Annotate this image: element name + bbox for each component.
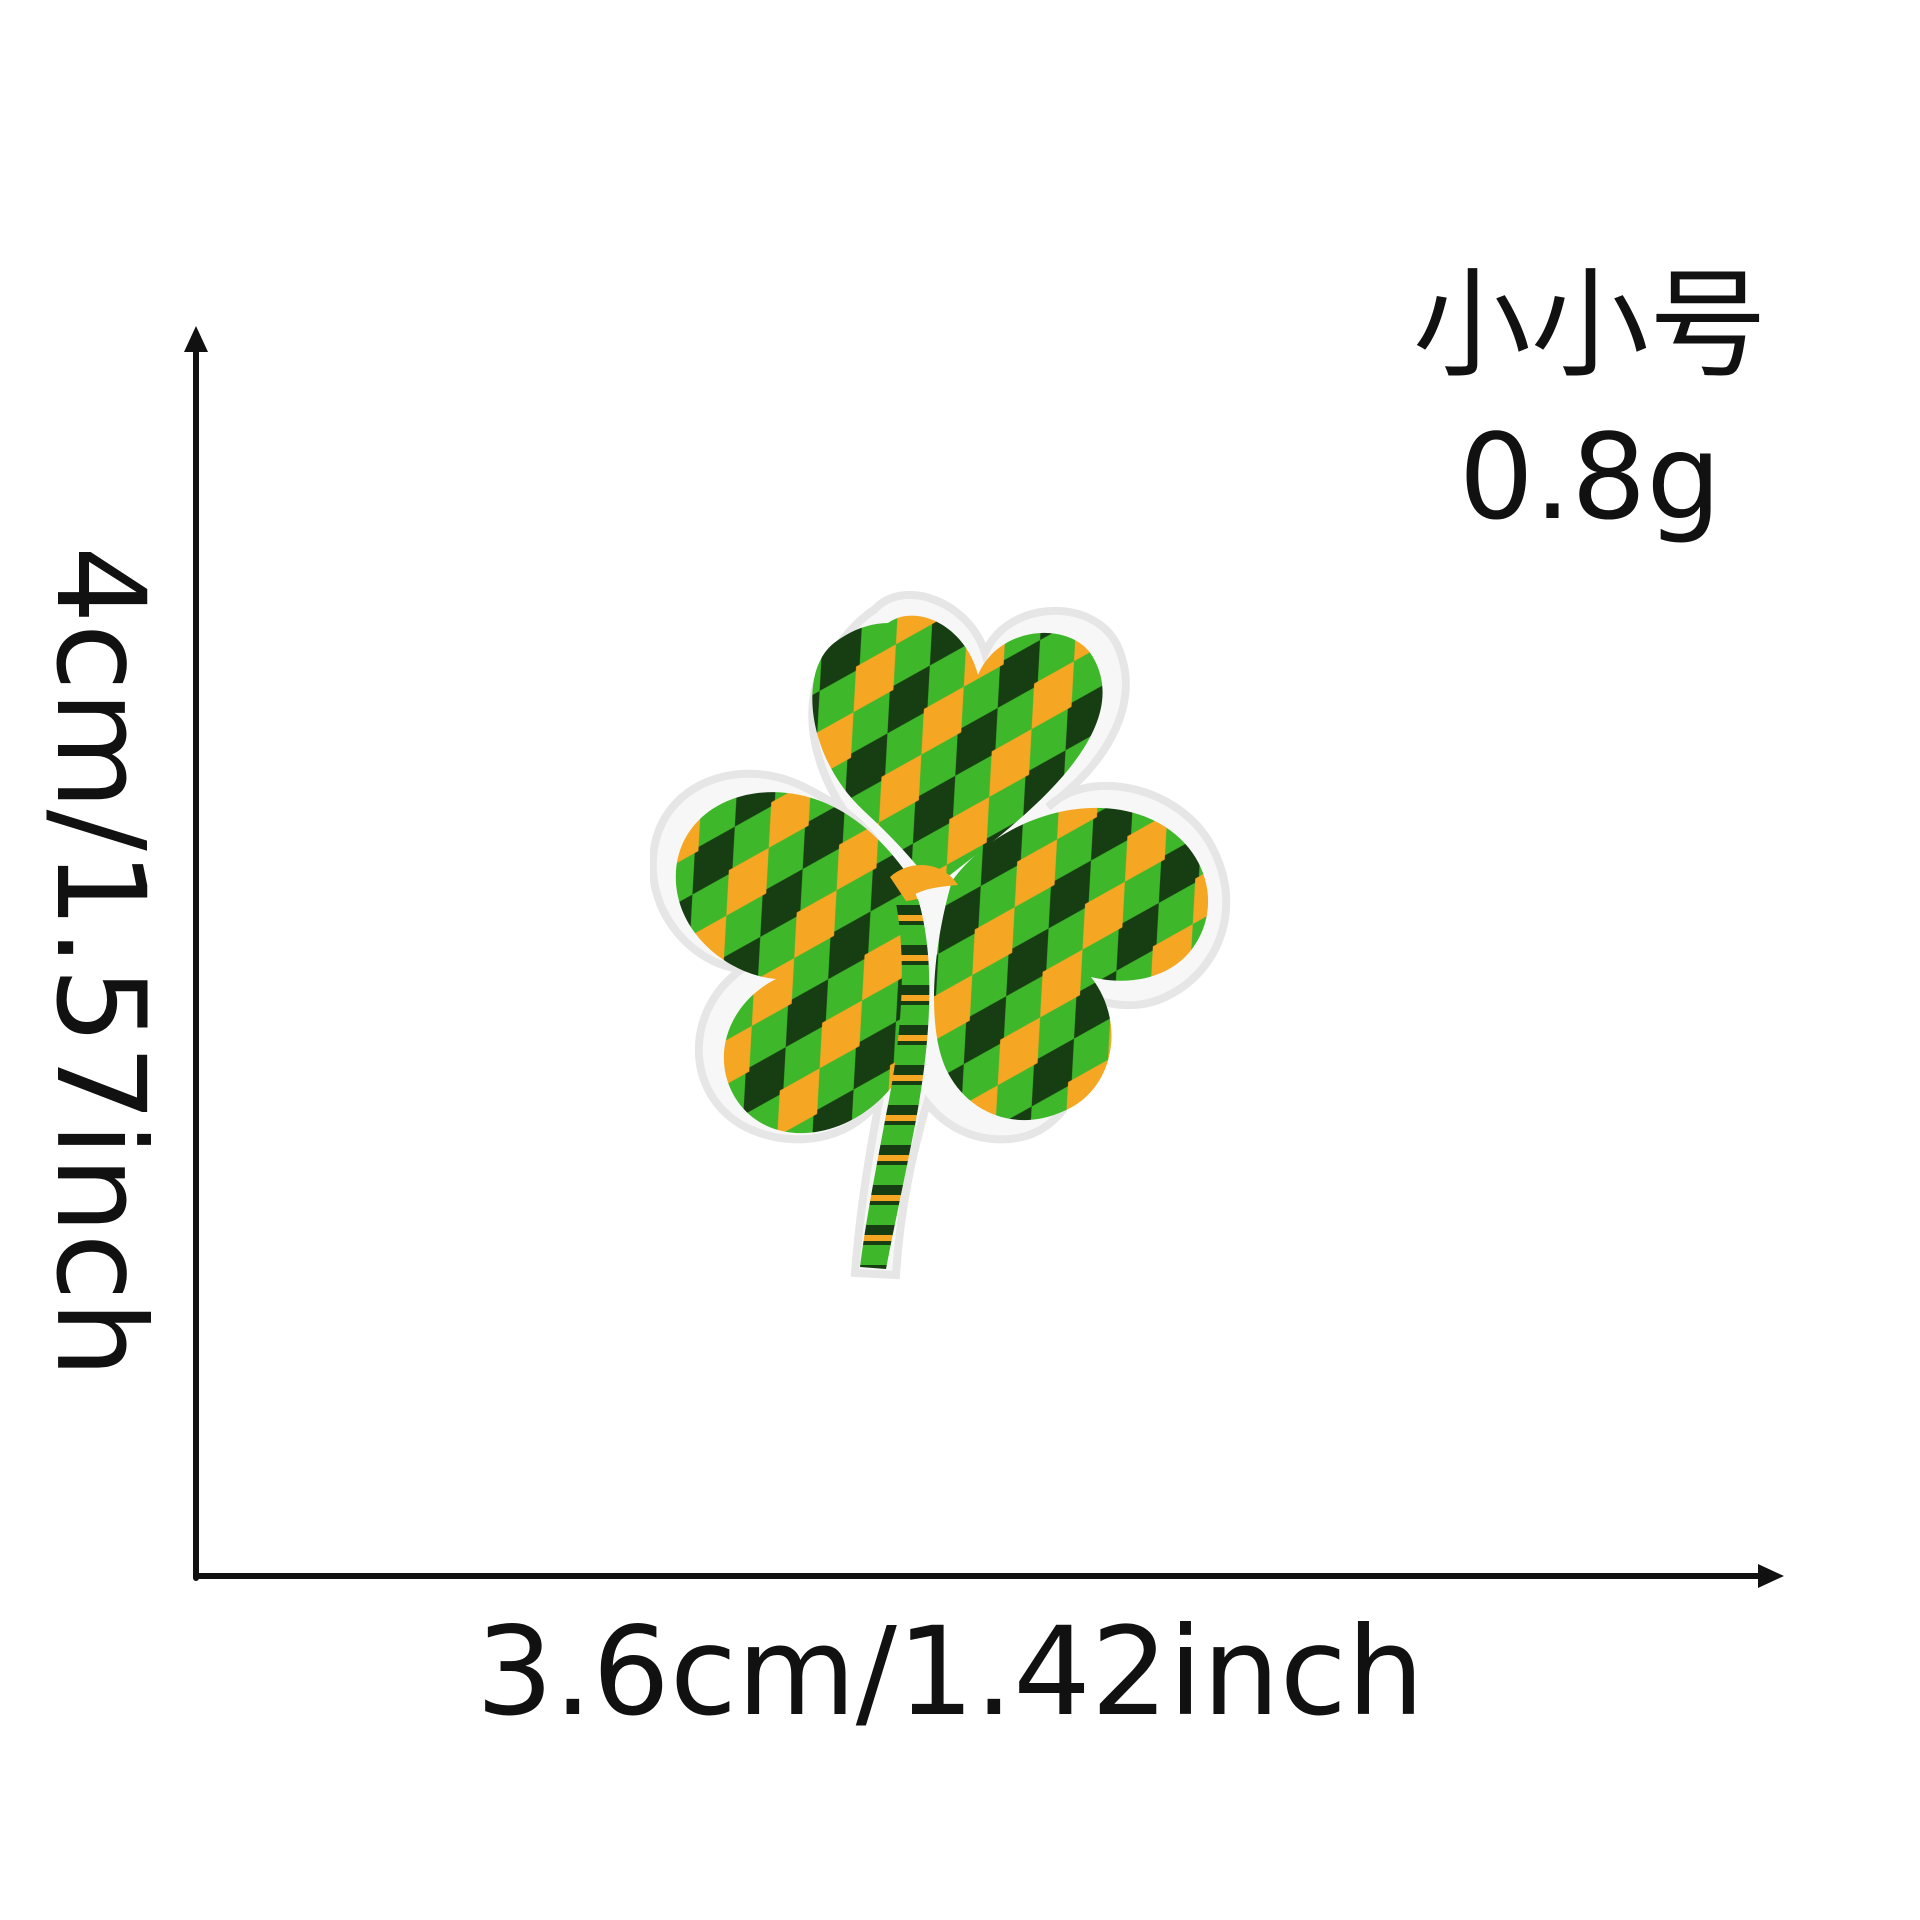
left-leaf — [675, 792, 928, 1134]
shamrock-leaves — [675, 615, 1209, 1134]
horizontal-axis-arrow — [1758, 1564, 1784, 1588]
shamrock-stem — [860, 899, 930, 1269]
width-dimension-label: 3.6cm/1.42inch — [475, 1601, 1425, 1743]
height-dimension-label: 4cm/1.57inch — [29, 546, 171, 1378]
vertical-axis-arrow — [184, 326, 208, 352]
vertical-dimension-axis — [184, 326, 208, 1581]
size-label: 小小号 — [1412, 256, 1767, 394]
shamrock-patch-icon — [650, 590, 1231, 1280]
right-leaf — [934, 807, 1209, 1121]
horizontal-dimension-axis — [193, 1564, 1784, 1588]
top-leaf — [812, 615, 1103, 888]
leaf-center-knot — [890, 865, 958, 901]
weight-label: 0.8g — [1458, 408, 1722, 546]
